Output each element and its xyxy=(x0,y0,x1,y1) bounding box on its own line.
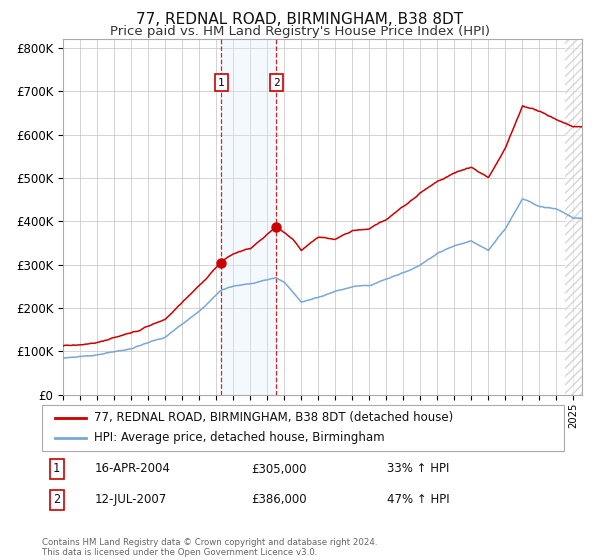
Text: 77, REDNAL ROAD, BIRMINGHAM, B38 8DT (detached house): 77, REDNAL ROAD, BIRMINGHAM, B38 8DT (de… xyxy=(94,411,454,424)
Polygon shape xyxy=(565,39,582,395)
Text: 33% ↑ HPI: 33% ↑ HPI xyxy=(386,463,449,475)
Bar xyxy=(221,39,277,395)
Text: HPI: Average price, detached house, Birmingham: HPI: Average price, detached house, Birm… xyxy=(94,431,385,445)
Text: 1: 1 xyxy=(218,78,224,87)
Text: 12-JUL-2007: 12-JUL-2007 xyxy=(94,493,166,506)
FancyBboxPatch shape xyxy=(42,405,564,451)
Text: Contains HM Land Registry data © Crown copyright and database right 2024.
This d: Contains HM Land Registry data © Crown c… xyxy=(42,538,377,557)
Text: 47% ↑ HPI: 47% ↑ HPI xyxy=(386,493,449,506)
Text: 2: 2 xyxy=(53,493,60,506)
Text: Price paid vs. HM Land Registry's House Price Index (HPI): Price paid vs. HM Land Registry's House … xyxy=(110,25,490,38)
Text: £305,000: £305,000 xyxy=(251,463,307,475)
Text: 2: 2 xyxy=(273,78,280,87)
Text: £386,000: £386,000 xyxy=(251,493,307,506)
Text: 1: 1 xyxy=(53,463,60,475)
Text: 77, REDNAL ROAD, BIRMINGHAM, B38 8DT: 77, REDNAL ROAD, BIRMINGHAM, B38 8DT xyxy=(136,12,464,27)
Text: 16-APR-2004: 16-APR-2004 xyxy=(94,463,170,475)
